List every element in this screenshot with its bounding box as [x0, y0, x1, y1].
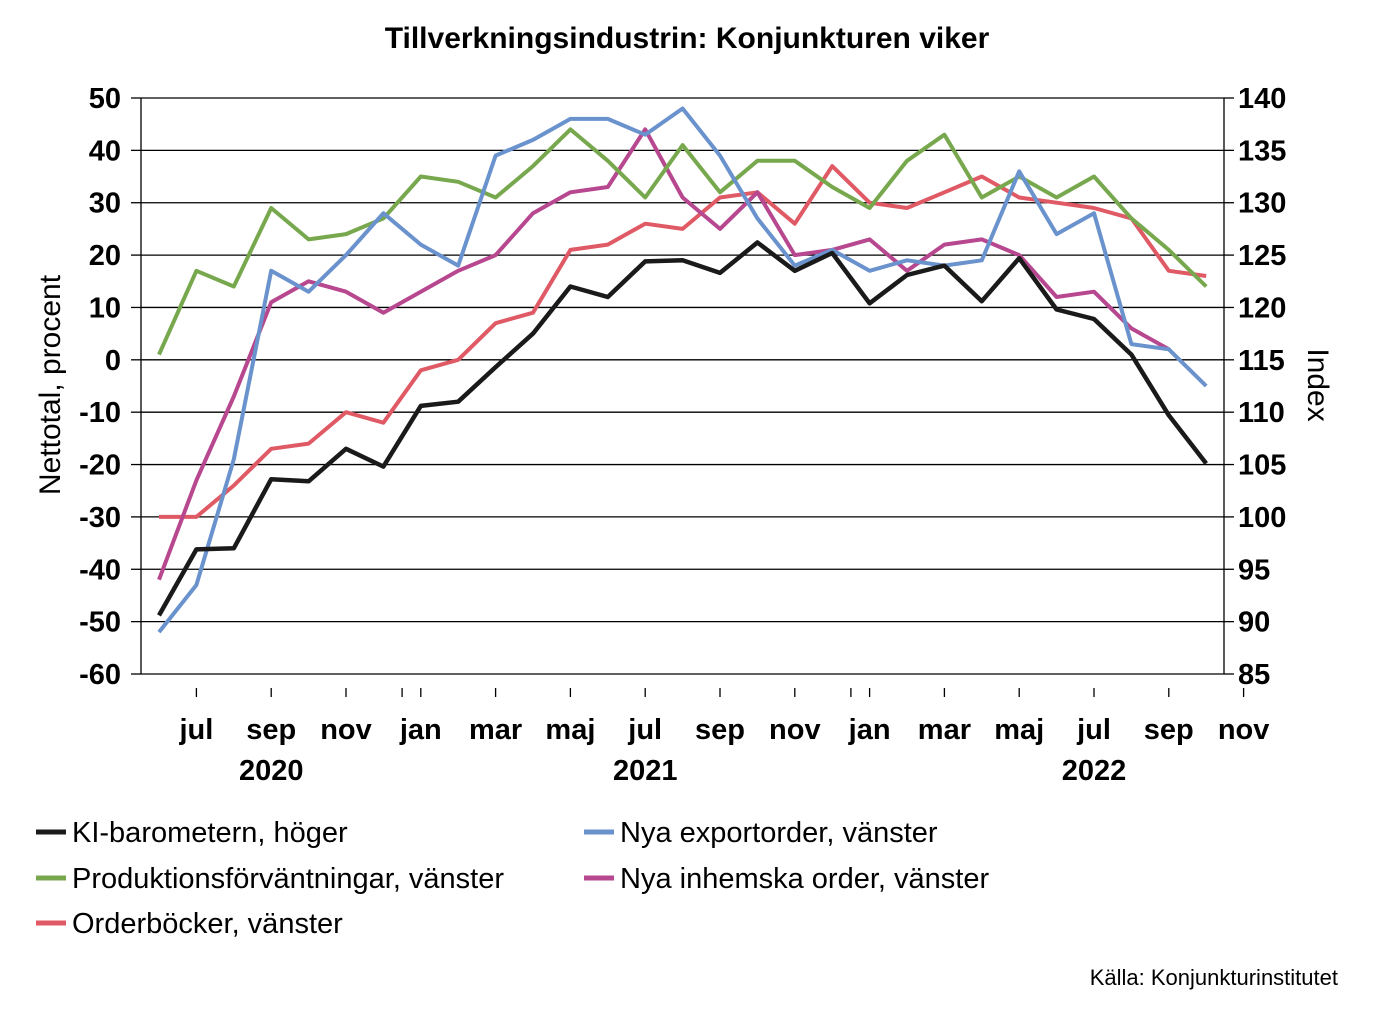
right-tick-label: 100	[1238, 502, 1286, 534]
left-axis-title: Nettotal, procent	[34, 274, 67, 495]
x-tick-label: nov	[1218, 714, 1270, 746]
right-tick-label: 125	[1238, 240, 1286, 272]
x-tick-label: maj	[994, 714, 1044, 746]
left-tick-label: -10	[79, 397, 121, 429]
x-tick-label: jul	[1076, 714, 1111, 746]
legend-label: Nya exportorder, vänster	[620, 817, 938, 849]
left-tick-label: -40	[79, 554, 121, 586]
legend: KI-barometern, höger Nya exportorder, vän…	[36, 817, 989, 940]
right-tick-label: 85	[1238, 659, 1270, 691]
left-tick-label: 50	[89, 83, 121, 115]
x-tick-label: sep	[695, 714, 745, 746]
year-label: 2020	[239, 755, 304, 787]
right-tick-label: 130	[1238, 188, 1286, 220]
left-tick-label: -20	[79, 450, 121, 482]
x-tick-label: mar	[918, 714, 971, 746]
left-tick-label: -60	[79, 659, 121, 691]
x-tick-label: jul	[627, 714, 662, 746]
x-tick-label: jan	[848, 714, 891, 746]
left-tick-label: 10	[89, 292, 121, 324]
x-tick-label: jan	[399, 714, 442, 746]
left-axis-ticks: 50 40 30 20 10 0 -10 -20 -30 -40 -50 -60	[79, 83, 121, 691]
series-line-4	[159, 164, 1207, 519]
right-tick-label: 135	[1238, 135, 1286, 167]
x-tick-label: jul	[178, 714, 213, 746]
right-tick-label: 140	[1238, 83, 1286, 115]
series-line-1	[157, 106, 1208, 634]
left-tick-label: 30	[89, 188, 121, 220]
x-tick-label: mar	[469, 714, 522, 746]
right-tick-label: 105	[1238, 450, 1286, 482]
legend-label: Nya inhemska order, vänster	[620, 863, 989, 895]
left-tick-label: -30	[79, 502, 121, 534]
gridlines	[131, 97, 1225, 675]
series-line-0	[157, 240, 1208, 617]
x-tick-label: nov	[769, 714, 821, 746]
legend-label: KI-barometern, höger	[72, 817, 348, 849]
year-label: 2022	[1062, 755, 1127, 787]
x-tick-label: sep	[1144, 714, 1194, 746]
series-lines	[157, 106, 1208, 634]
year-label: 2021	[613, 755, 678, 787]
legend-label: Orderböcker, vänster	[72, 908, 343, 940]
right-tick-label: 110	[1238, 397, 1285, 429]
x-tick-label: sep	[246, 714, 296, 746]
right-tick-label: 120	[1238, 292, 1286, 324]
right-tick-label: 115	[1238, 345, 1285, 377]
left-tick-label: 0	[105, 345, 121, 377]
right-axis-ticks: 140 135 130 125 120 115 110 105 100 95 90 85	[1224, 83, 1286, 691]
left-tick-label: 40	[89, 135, 121, 167]
source-note: Källa: Konjunkturinstitutet	[1090, 965, 1338, 990]
right-tick-label: 95	[1238, 554, 1270, 586]
chart-title: Tillverkningsindustrin: Konjunkturen vik…	[385, 22, 990, 55]
x-tick-label: nov	[320, 714, 372, 746]
x-axis: jul sep nov jan mar maj jul sep nov jan mar maj jul s…	[178, 688, 1269, 787]
right-axis-title: Index	[1301, 348, 1334, 421]
left-tick-label: 20	[89, 240, 121, 272]
x-tick-label: maj	[545, 714, 595, 746]
series-line-2	[157, 127, 1208, 356]
right-tick-label: 90	[1238, 607, 1270, 639]
series-line-3	[157, 127, 1170, 581]
left-tick-label: -50	[79, 607, 121, 639]
legend-label: Produktionsförväntningar, vänster	[72, 863, 504, 895]
